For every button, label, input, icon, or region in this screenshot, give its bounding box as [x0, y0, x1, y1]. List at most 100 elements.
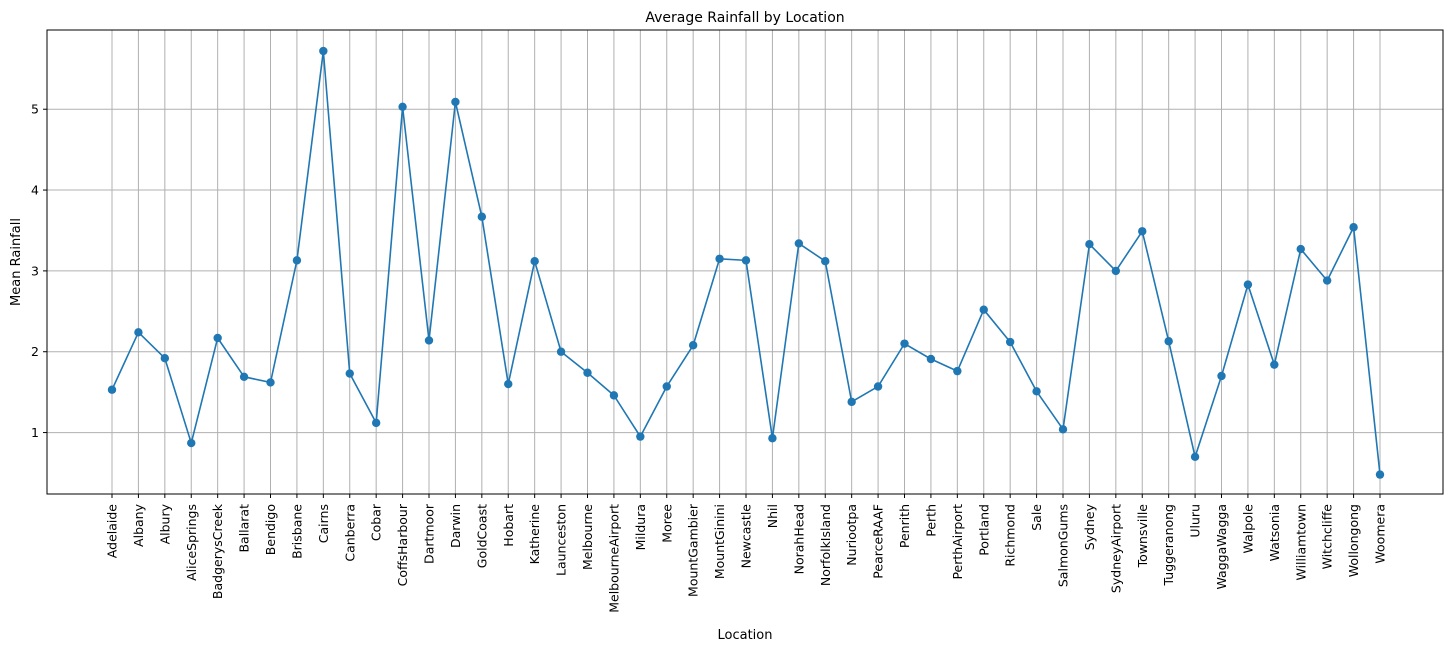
data-point: [979, 305, 988, 314]
data-point: [1296, 244, 1305, 254]
x-tick-label: Mildura: [633, 504, 648, 550]
data-point: [160, 353, 170, 363]
x-tick-label: Witchcliffe: [1320, 504, 1335, 570]
x-tick-label: GoldCoast: [474, 504, 489, 568]
x-tick-label: Albury: [157, 503, 172, 544]
series-group: [107, 46, 1385, 479]
x-tick-label: Melbourne: [580, 504, 595, 570]
data-point: [768, 434, 777, 443]
data-point: [319, 46, 328, 56]
data-point: [107, 385, 117, 394]
x-tick-label: Tuggeranong: [1161, 504, 1176, 586]
x-tick-label: Dartmoor: [422, 503, 437, 564]
x-tick-label: Canberra: [342, 504, 357, 562]
data-point: [371, 418, 381, 428]
x-tick-label: Albany: [131, 503, 146, 547]
data-point: [504, 379, 513, 389]
y-tick-label: 2: [31, 344, 39, 359]
data-point: [741, 256, 751, 265]
x-axis: Adelaide Albany Albury AliceSprings Badgerys…: [105, 494, 1388, 613]
x-tick-label: Nhil: [765, 504, 780, 528]
x-tick-label: Sydney: [1082, 503, 1097, 550]
data-point: [451, 97, 460, 107]
x-tick-label: MountGinini: [712, 504, 727, 579]
data-point: [1217, 371, 1226, 381]
x-tick-label: Darwin: [448, 504, 463, 548]
data-point: [794, 239, 804, 248]
data-point: [1375, 470, 1385, 479]
data-point: [873, 382, 883, 391]
data-point: [1243, 280, 1253, 289]
x-tick-label: Williamtown: [1293, 504, 1308, 581]
x-tick-label: Portland: [976, 504, 991, 556]
data-point: [609, 391, 619, 400]
data-point: [1190, 452, 1200, 462]
data-point: [266, 378, 275, 387]
x-tick-label: Sale: [1029, 504, 1044, 531]
data-point: [1032, 387, 1041, 396]
data-point: [900, 339, 909, 348]
x-tick-label: Perth: [923, 504, 938, 537]
data-point: [636, 432, 645, 441]
x-tick-label: NorfolkIsland: [818, 504, 833, 586]
data-point: [821, 256, 830, 266]
y-tick-label: 5: [31, 102, 39, 117]
x-tick-label: Katherine: [527, 504, 542, 565]
x-tick-label: Watsonia: [1267, 504, 1282, 561]
data-point: [1270, 360, 1279, 369]
x-tick-label: PerthAirport: [950, 504, 965, 580]
data-point: [1111, 266, 1121, 276]
data-point: [953, 366, 962, 376]
data-point: [345, 369, 354, 378]
x-tick-label: Richmond: [1003, 504, 1018, 567]
x-tick-label: Adelaide: [105, 504, 120, 558]
data-point: [213, 333, 222, 343]
data-point: [662, 382, 671, 391]
data-point: [187, 438, 196, 448]
x-tick-label: BadgerysCreek: [210, 503, 225, 599]
chart-title: Average Rainfall by Location: [645, 10, 844, 26]
x-tick-label: SalmonGums: [1056, 504, 1071, 587]
y-tick-label: 3: [31, 263, 39, 278]
data-point: [1058, 425, 1068, 434]
y-axis: 1 2 3 4 5: [31, 102, 47, 440]
data-point: [1164, 337, 1173, 346]
data-point: [1085, 240, 1094, 249]
data-point: [398, 102, 407, 111]
x-tick-label: Walpole: [1240, 504, 1255, 554]
data-point: [239, 372, 249, 381]
x-tick-label: Woomera: [1373, 504, 1388, 564]
data-point: [477, 212, 487, 221]
data-point: [530, 256, 539, 266]
x-tick-label: SydneyAirport: [1108, 504, 1123, 593]
x-tick-label: Bendigo: [263, 504, 278, 555]
x-tick-label: Penrith: [897, 504, 912, 548]
x-tick-label: PearceRAAF: [871, 504, 886, 579]
data-point: [583, 368, 592, 377]
data-point: [1138, 227, 1147, 236]
data-point: [847, 397, 856, 407]
data-point: [1005, 337, 1015, 347]
x-tick-label: Moree: [659, 504, 674, 543]
x-tick-label: WaggaWagga: [1214, 504, 1229, 590]
x-tick-label: AliceSprings: [184, 504, 199, 581]
y-tick-label: 4: [31, 183, 39, 198]
x-tick-label: MelbourneAirport: [606, 504, 621, 613]
x-tick-label: Hobart: [501, 504, 516, 547]
x-tick-label: Cairns: [316, 504, 331, 543]
x-axis-label: Location: [718, 628, 773, 643]
plot-area: [46, 29, 1444, 495]
data-point: [926, 354, 936, 364]
x-tick-label: Cobar: [369, 503, 384, 541]
data-point: [424, 336, 434, 345]
data-point: [1349, 223, 1358, 232]
data-point: [134, 328, 143, 337]
data-point: [715, 254, 724, 263]
x-tick-label: CoffsHarbour: [395, 503, 410, 586]
y-axis-label: Mean Rainfall: [9, 218, 24, 306]
data-point: [688, 341, 698, 350]
y-tick-label: 1: [31, 425, 39, 440]
data-point: [1322, 276, 1332, 285]
data-point: [292, 256, 302, 265]
